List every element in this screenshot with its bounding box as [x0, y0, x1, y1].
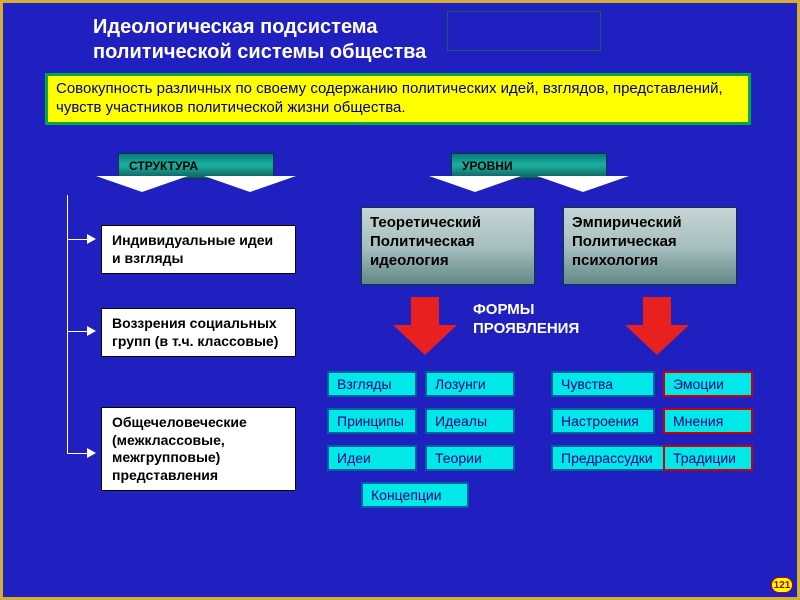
- arrow-head-icon: [393, 325, 457, 355]
- level-theoretical: Теоретический Политическая идеология: [361, 207, 535, 285]
- form-right-2-0-text: Предрассудки: [561, 450, 653, 466]
- title-line-2: политической системы общества: [93, 41, 426, 63]
- structure-item-0-text: Индивидуальные идеи и взгляды: [112, 232, 273, 266]
- triangle-icon: [429, 176, 521, 192]
- structure-item-0: Индивидуальные идеи и взгляды: [101, 225, 296, 274]
- form-left-1-1-text: Идеалы: [435, 413, 487, 429]
- page-number-badge: 121: [771, 577, 793, 593]
- title-line-1: Идеологическая подсистема: [93, 16, 377, 38]
- level-theoretical-l3: идеология: [370, 252, 449, 269]
- form-right-0-1: Эмоции: [663, 371, 753, 397]
- form-right-0-0: Чувства: [551, 371, 655, 397]
- level-empirical: Эмпирический Политическая психология: [563, 207, 737, 285]
- triangle-icon: [204, 176, 296, 192]
- form-right-2-1-text: Традиции: [673, 450, 736, 466]
- form-left-extra-text: Концепции: [371, 487, 442, 503]
- form-left-2-0: Идеи: [327, 445, 417, 471]
- form-right-2-1: Традиции: [663, 445, 753, 471]
- tri-levels: [429, 176, 629, 192]
- triangle-icon: [96, 176, 188, 192]
- title-empty-box: [447, 11, 601, 51]
- form-left-0-1-text: Лозунги: [435, 376, 486, 392]
- page-title: Идеологическая подсистема политической с…: [93, 15, 426, 65]
- arrow-right-icon: [87, 448, 96, 458]
- form-left-1-0-text: Принципы: [337, 413, 404, 429]
- structure-item-2: Общечеловеческие (межклассовые, межгрупп…: [101, 407, 296, 491]
- forms-l1: ФОРМЫ: [473, 301, 534, 318]
- form-left-1-0: Принципы: [327, 408, 417, 434]
- form-left-2-0-text: Идеи: [337, 450, 371, 466]
- structure-item-1-text: Воззрения социальных групп (в т.ч. класс…: [112, 315, 278, 349]
- form-right-1-0-text: Настроения: [561, 413, 639, 429]
- red-arrow-right: [625, 297, 689, 355]
- form-left-1-1: Идеалы: [425, 408, 515, 434]
- form-left-0-0-text: Взгляды: [337, 376, 392, 392]
- form-left-0-1: Лозунги: [425, 371, 515, 397]
- header-structure-label: СТРУКТУРА: [129, 159, 198, 173]
- arrow-right-icon: [87, 326, 96, 336]
- level-theoretical-l1: Теоретический: [370, 214, 481, 231]
- arrow-right-icon: [87, 234, 96, 244]
- forms-label: ФОРМЫ ПРОЯВЛЕНИЯ: [473, 301, 579, 339]
- structure-item-2-text: Общечеловеческие (межклассовые, межгрупп…: [112, 414, 247, 483]
- bracket-h3: [67, 453, 87, 454]
- arrow-head-icon: [625, 325, 689, 355]
- form-left-2-1: Теории: [425, 445, 515, 471]
- form-left-2-1-text: Теории: [435, 450, 482, 466]
- level-empirical-l2: Политическая: [572, 233, 677, 250]
- structure-item-1: Воззрения социальных групп (в т.ч. класс…: [101, 308, 296, 357]
- form-left-extra: Концепции: [361, 482, 469, 508]
- arrow-stem: [643, 297, 671, 327]
- red-arrow-left: [393, 297, 457, 355]
- form-left-0-0: Взгляды: [327, 371, 417, 397]
- arrow-stem: [411, 297, 439, 327]
- page-number: 121: [774, 580, 791, 591]
- form-right-2-0: Предрассудки: [551, 445, 667, 471]
- bracket-h2: [67, 331, 87, 332]
- bracket-vertical: [67, 195, 68, 453]
- form-right-0-1-text: Эмоции: [673, 376, 724, 392]
- form-right-0-0-text: Чувства: [561, 376, 613, 392]
- definition-box: Совокупность различных по своему содержа…: [45, 73, 751, 125]
- level-empirical-l1: Эмпирический: [572, 214, 682, 231]
- bracket-h1: [67, 239, 87, 240]
- forms-l2: ПРОЯВЛЕНИЯ: [473, 320, 579, 337]
- level-theoretical-l2: Политическая: [370, 233, 475, 250]
- form-right-1-0: Настроения: [551, 408, 655, 434]
- tri-structure: [96, 176, 296, 192]
- form-right-1-1-text: Мнения: [673, 413, 723, 429]
- form-right-1-1: Мнения: [663, 408, 753, 434]
- definition-text: Совокупность различных по своему содержа…: [56, 80, 723, 116]
- triangle-icon: [537, 176, 629, 192]
- level-empirical-l3: психология: [572, 252, 658, 269]
- header-levels-label: УРОВНИ: [462, 159, 513, 173]
